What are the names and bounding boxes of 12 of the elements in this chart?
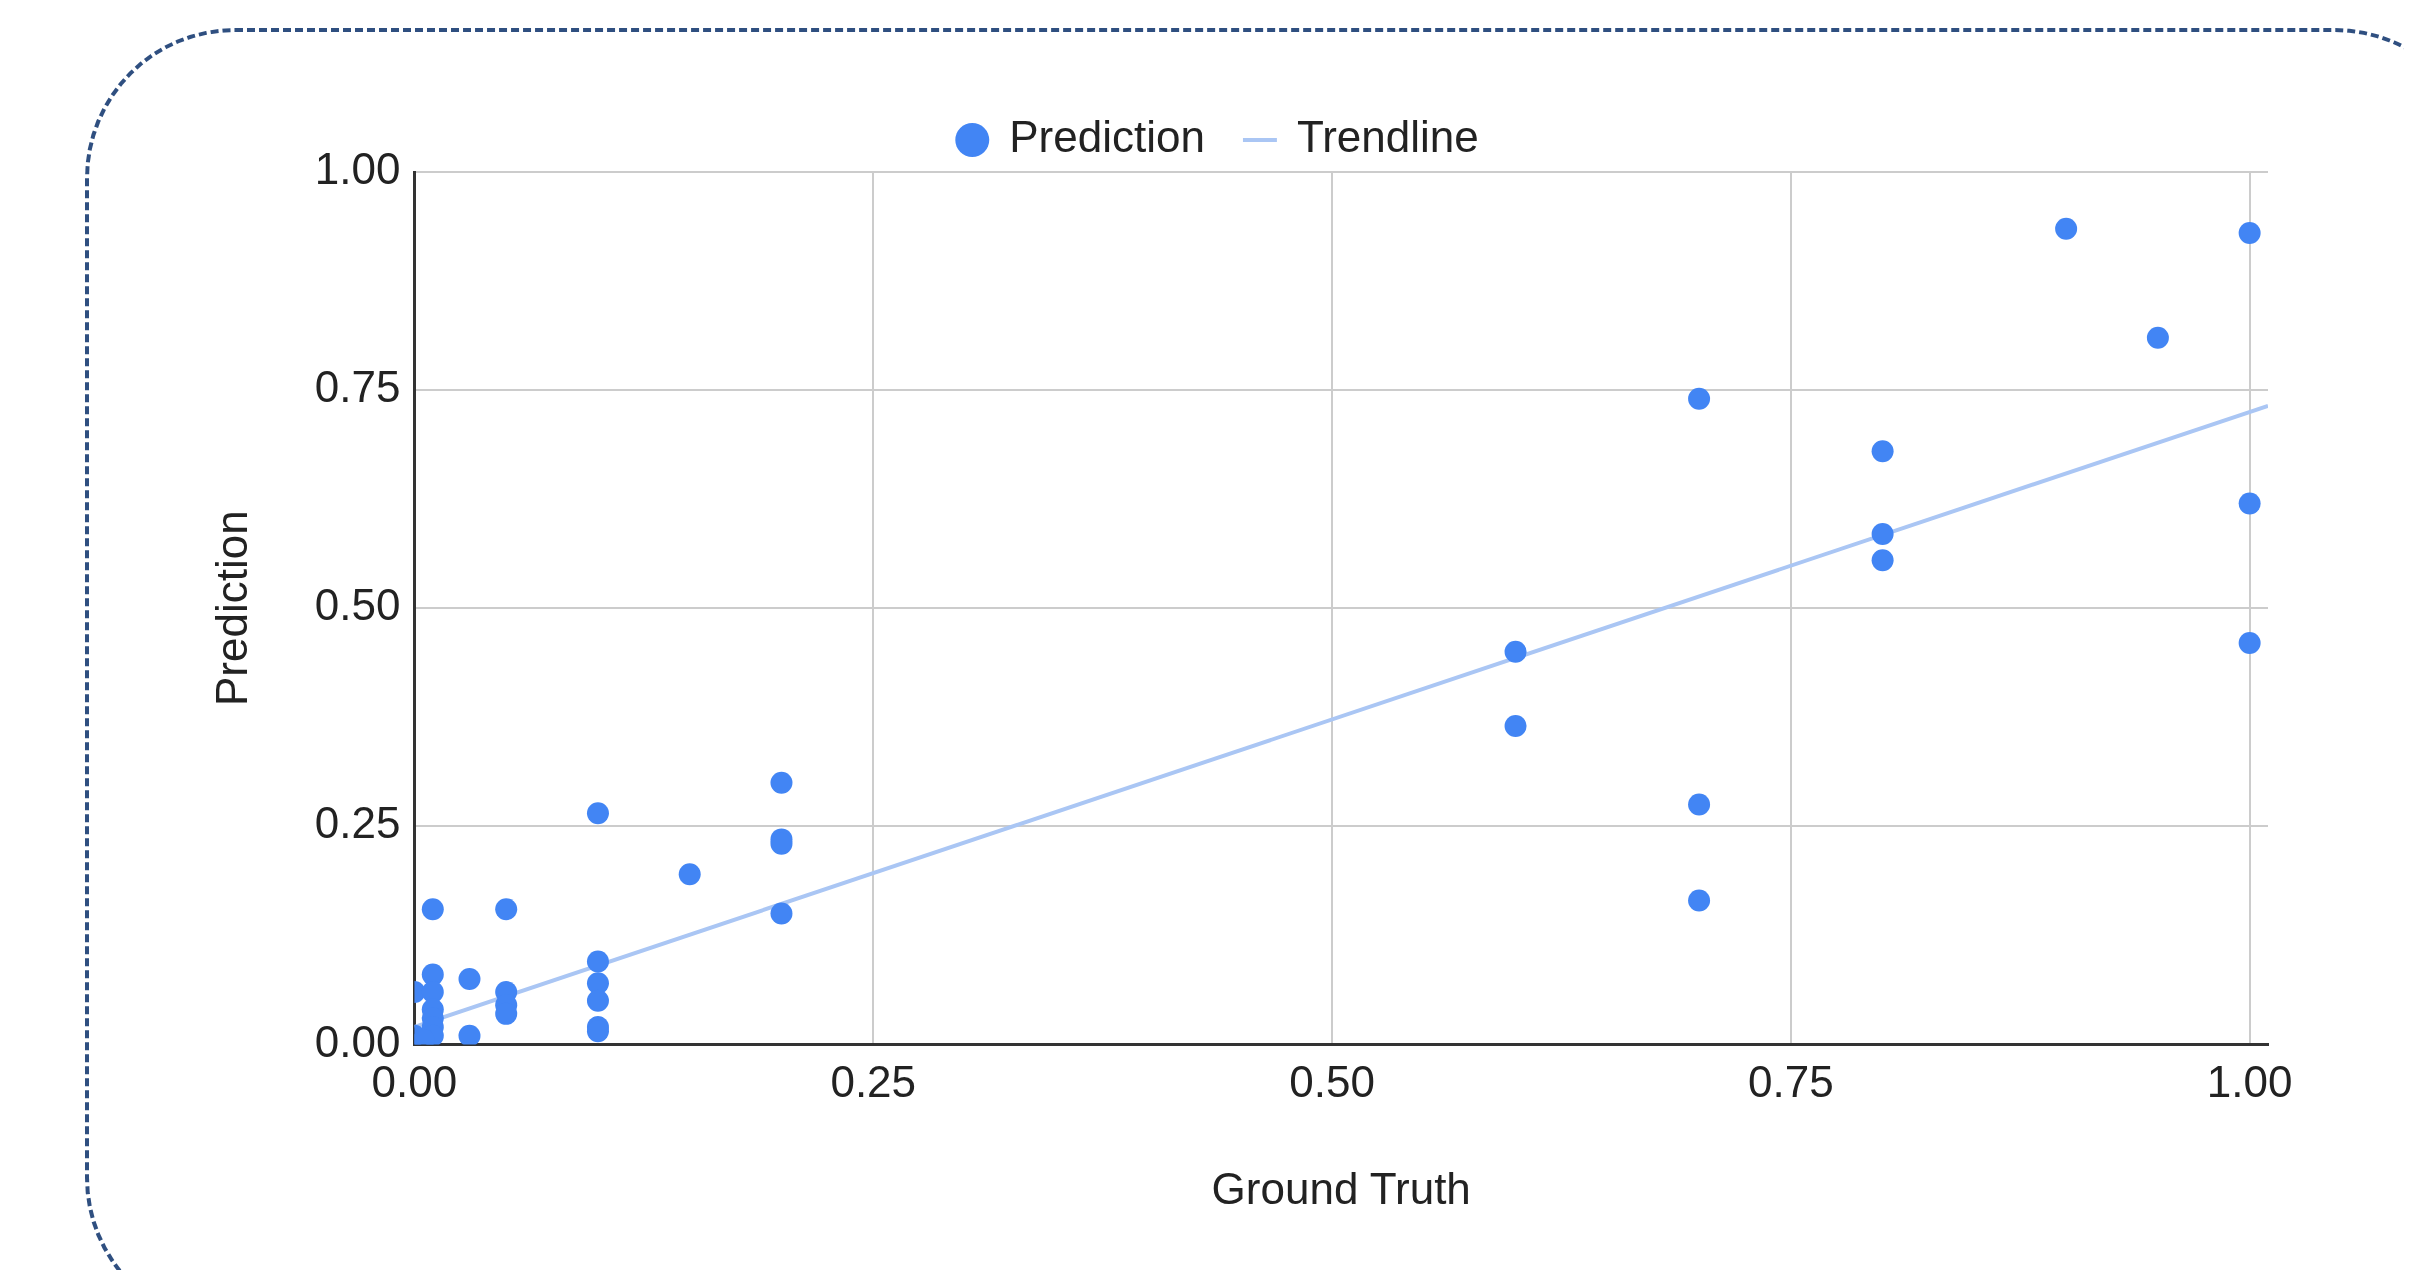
y-axis-title: Prediction — [206, 510, 256, 707]
y-tick-label: 0.50 — [314, 580, 401, 630]
y-tick-label: 1.00 — [314, 144, 401, 194]
y-tick-label: 0.75 — [314, 362, 401, 412]
x-tick-label: 0.50 — [1289, 1056, 1375, 1106]
x-axis-title: Ground Truth — [1211, 1163, 1471, 1213]
x-tick-label: 0.75 — [1748, 1056, 1834, 1106]
y-tick-label: 0.25 — [314, 798, 401, 848]
legend-label: Prediction — [1009, 112, 1205, 162]
x-tick-label: 0.25 — [830, 1056, 917, 1106]
legend-label: Trendline — [1296, 112, 1479, 162]
x-tick-label: 1.00 — [2206, 1056, 2293, 1106]
